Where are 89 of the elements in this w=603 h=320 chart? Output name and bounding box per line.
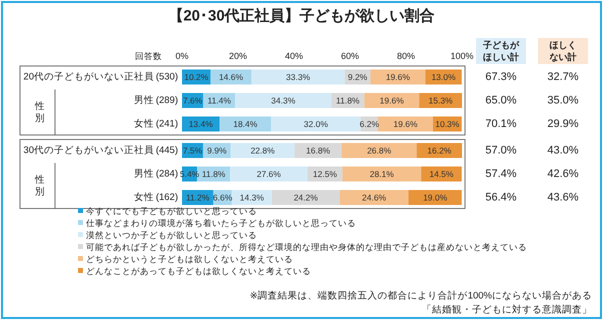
data-label: 6.6%: [212, 192, 233, 202]
x-tick-label: 40%: [284, 51, 304, 61]
legend-label: どちらかというと子どもは欲しくないと考えている: [86, 254, 293, 264]
text: (162): [156, 192, 178, 203]
legend-label: どんなことがあっても子どもは欲しくないと考えている: [86, 266, 311, 276]
text: 別: [35, 186, 45, 198]
data-label: 14.3%: [240, 192, 264, 202]
data-label: 19.6%: [393, 119, 418, 129]
y-tick-label: 女性: [134, 191, 154, 203]
x-tick-label: 20%: [228, 51, 248, 61]
data-label: 14.5%: [429, 169, 454, 179]
data-label: 32.0%: [304, 119, 328, 129]
data-label: 11.2%: [186, 192, 210, 202]
bar: [230, 143, 295, 158]
data-label: 10.2%: [184, 72, 209, 82]
bar: [342, 143, 417, 158]
data-label: 11.8%: [202, 169, 226, 179]
data-label: 18.4%: [233, 119, 258, 129]
text: (445): [156, 145, 178, 156]
text: (289): [156, 95, 178, 106]
text: 子どもが: [482, 40, 520, 50]
data-label: 34.3%: [271, 96, 296, 106]
legend-label: 仕事などまわりの環境が落ち着いたら子どもが欲しいと思っている: [86, 218, 356, 228]
data-label: 7.6%: [182, 96, 203, 106]
legend-label: 漠然といつか子どもが欲しいと思っている: [86, 230, 257, 240]
bar: [230, 166, 308, 182]
legend-label: 今すぐにでも子どもが欲しいと思っている: [86, 206, 257, 216]
text: 性: [34, 100, 45, 112]
data-label: 6.2%: [360, 119, 380, 129]
chart-title: 【20･30代正社員】子どもが欲しい割合: [168, 8, 435, 24]
data-label: 24.6%: [362, 192, 387, 202]
data-label: 10.3%: [435, 119, 460, 129]
text: 回答数: [135, 51, 162, 61]
data-label: 9.2%: [348, 72, 368, 82]
text: 65.0%: [485, 94, 517, 106]
data-label: 33.3%: [286, 72, 311, 82]
data-label: 24.2%: [294, 192, 318, 202]
data-label: 26.8%: [367, 146, 392, 156]
data-label: 15.3%: [428, 96, 454, 106]
text: ほしく: [550, 40, 576, 50]
data-label: 11.8%: [336, 96, 360, 106]
text: 29.9%: [547, 118, 579, 130]
y-tick-label: 男性: [134, 168, 154, 180]
data-label: 28.1%: [370, 169, 394, 179]
text: 42.6%: [547, 168, 579, 180]
text: ※調査結果は、端数四捨五入の都合により合計が100%にならない場合がある: [250, 290, 592, 302]
legend-label: 可能であれば子どもが欲しかったが、所得など環境的な理由や身体的な理由で子どもは産めないと考えている: [86, 242, 527, 252]
data-label: 19.6%: [380, 96, 404, 106]
data-label: 19.0%: [423, 192, 448, 202]
text: 43.6%: [547, 192, 579, 204]
text: 70.1%: [485, 118, 517, 130]
text: 「結婚観・子どもに対する意識調査」: [422, 304, 592, 316]
data-label: 11.4%: [208, 96, 232, 106]
y-tick-label: 男性: [134, 94, 154, 106]
text: 67.3%: [485, 71, 517, 83]
data-label: 19.6%: [386, 72, 410, 82]
data-label: 13.0%: [431, 72, 456, 82]
text: 32.7%: [547, 71, 579, 83]
text: 56.4%: [485, 192, 517, 204]
data-label: 9.9%: [207, 146, 227, 156]
text: (284): [156, 168, 178, 180]
text: ほしい計: [483, 52, 519, 62]
bar: [272, 190, 340, 205]
y-tick-label: 20代の子どもがいない正社員: [23, 70, 154, 82]
x-tick-label: 80%: [396, 51, 416, 61]
text: (530): [156, 72, 178, 82]
x-tick-label: 100%: [450, 51, 474, 61]
x-tick-label: 60%: [340, 51, 360, 61]
data-label: 27.6%: [256, 169, 282, 179]
data-label: 22.8%: [250, 146, 276, 156]
text: 43.0%: [547, 144, 579, 156]
y-tick-label: 30代の子どもがいない正社員: [23, 144, 154, 156]
text: 別: [35, 112, 45, 124]
bar: [340, 190, 409, 205]
text: 57.0%: [485, 144, 517, 156]
text: ない計: [550, 52, 576, 62]
data-label: 16.2%: [427, 146, 452, 156]
text: (241): [156, 118, 178, 130]
data-label: 13.4%: [188, 119, 214, 129]
text: 35.0%: [547, 94, 579, 106]
x-tick-label: 0%: [175, 51, 189, 61]
bar: [342, 166, 422, 182]
y-tick-label: 女性: [134, 118, 154, 130]
data-label: 7.5%: [182, 146, 203, 156]
data-label: 16.8%: [306, 146, 331, 156]
data-label: 12.5%: [312, 169, 338, 179]
data-label: 14.6%: [218, 72, 244, 82]
text: 57.4%: [485, 168, 517, 180]
text: 性: [34, 173, 45, 186]
